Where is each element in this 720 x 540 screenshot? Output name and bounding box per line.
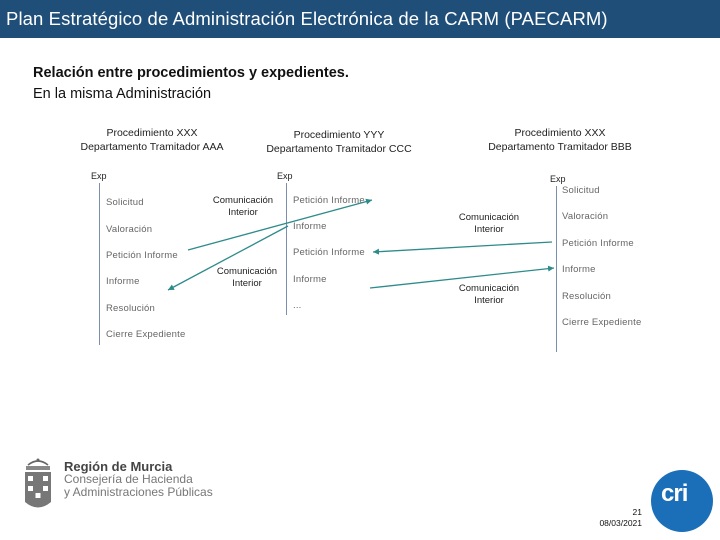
exp-label-3: Exp [550,174,566,184]
step-valoracion: Valoración [106,224,153,235]
step-ellipsis: ... [293,300,302,311]
arrow-ccc-to-aaa [167,225,289,291]
comunicacion-interior-label: Comunicación Interior [212,195,274,218]
department-name: Departamento Tramitador BBB [488,141,632,153]
step-valoracion: Valoración [562,211,609,222]
region-name: Región de Murcia [64,459,173,474]
step-cierre-expediente: Cierre Expediente [562,317,642,328]
comunicacion-interior-label: Comunicación Interior [458,283,520,306]
department-name: Departamento Tramitador CCC [266,143,412,155]
timeline-aaa [99,183,100,345]
procedure-name: Procedimiento XXX [514,127,606,139]
consejeria-line-2: y Administraciones Públicas [64,485,213,499]
exp-label-2: Exp [277,171,293,181]
step-informe: Informe [293,274,327,285]
step-informe: Informe [106,276,140,287]
arrow-ccc-to-bbb [369,265,555,289]
cri-logo: cri [651,470,713,532]
step-peticion-informe: Petición Informe [106,250,178,261]
step-solicitud: Solicitud [106,197,144,208]
region-murcia-logo-text: Región de Murcia Consejería de Hacienda … [64,460,213,499]
cri-logo-text: cri [661,480,688,507]
step-peticion-informe: Petición Informe [293,247,365,258]
step-peticion-informe: Petición Informe [293,195,365,206]
department-header-2: Procedimiento YYY Departamento Tramitado… [249,128,429,156]
comunicacion-interior-label: Comunicación Interior [216,266,278,289]
consejeria-line-1: Consejería de Hacienda [64,472,193,486]
step-informe: Informe [562,264,596,275]
department-header-1: Procedimiento XXX Departamento Tramitado… [62,126,242,154]
step-informe: Informe [293,221,327,232]
timeline-ccc [286,183,287,315]
header-bar: Plan Estratégico de Administración Elect… [0,0,720,38]
slide-subtitle: Relación entre procedimientos y expedien… [33,65,349,81]
arrow-bbb-to-ccc [372,241,553,255]
step-solicitud: Solicitud [562,185,600,196]
page-number: 21 [632,507,642,517]
page-info: 21 08/03/2021 [580,507,642,529]
step-resolucion: Resolución [106,303,155,314]
step-resolucion: Resolución [562,291,611,302]
arrow-aaa-to-ccc [187,198,373,251]
comunicacion-interior-label: Comunicación Interior [458,212,520,235]
department-header-3: Procedimiento XXX Departamento Tramitado… [470,126,650,154]
page-title: Plan Estratégico de Administración Elect… [6,8,608,29]
region-murcia-crest-icon [25,458,51,508]
department-name: Departamento Tramitador AAA [80,141,224,153]
procedure-name: Procedimiento YYY [293,129,385,141]
timeline-bbb [556,186,557,352]
step-cierre-expediente: Cierre Expediente [106,329,186,340]
step-peticion-informe: Petición Informe [562,238,634,249]
procedure-name: Procedimiento XXX [106,127,198,139]
slide-subtitle-2: En la misma Administración [33,86,212,102]
slide-date: 08/03/2021 [599,518,642,528]
exp-label-1: Exp [91,171,107,181]
